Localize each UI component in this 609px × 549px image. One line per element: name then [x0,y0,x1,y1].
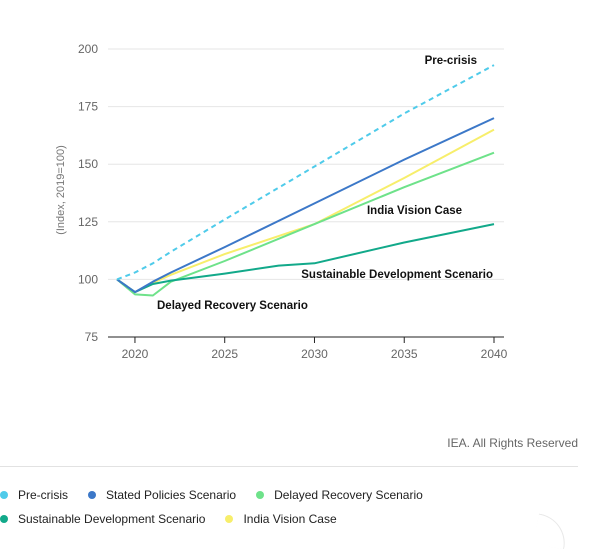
annotation-label: Sustainable Development Scenario [301,269,493,281]
legend-dot [0,491,8,499]
corner-decoration [533,513,570,549]
legend-item[interactable]: India Vision Case [225,512,337,526]
legend-row: Pre-crisis Stated Policies Scenario Delaye… [0,483,560,507]
credit-text: IEA. All Rights Reserved [447,436,578,450]
annotations: Pre-crisis India Vision Case Sustainable D… [157,55,493,312]
series-line-sustainable-development-scenario [116,223,495,294]
x-tick-label: 2040 [481,347,508,361]
y-tick-label: 150 [78,157,98,171]
x-tick-label: 2020 [122,347,149,361]
legend-row: Sustainable Development Scenario India Vi… [0,507,560,531]
legend-item[interactable]: Delayed Recovery Scenario [256,488,423,502]
annotation-label: Pre-crisis [425,55,477,67]
legend-label: India Vision Case [243,512,337,526]
legend-dot [0,515,8,523]
legend-item[interactable]: Pre-crisis [0,488,68,502]
annotation-label: Delayed Recovery Scenario [157,300,308,312]
legend-dot [256,491,265,499]
y-tick-label: 75 [85,330,99,344]
x-tick-label: 2025 [211,347,238,361]
y-tick-label: 200 [78,42,98,56]
series-lines [116,64,495,297]
series-line-pre-crisis [116,64,495,281]
annotation-label: India Vision Case [367,205,462,217]
legend-label: Sustainable Development Scenario [18,512,206,526]
y-tick-label: 100 [78,272,98,286]
gridlines [108,48,504,280]
legend-item[interactable]: Sustainable Development Scenario [0,512,205,526]
y-tick-label: 125 [78,215,98,229]
legend-label: Delayed Recovery Scenario [274,488,423,502]
x-tick-label: 2030 [301,347,328,361]
series-line-stated-policies-scenario [116,117,495,294]
legend-label: Stated Policies Scenario [106,488,237,502]
legend-label: Pre-crisis [18,488,68,502]
x-axis: 2020 2025 2030 2035 2040 [108,336,508,361]
y-axis-label: (Index, 2019=100) [55,145,67,235]
y-tick-label: 175 [78,100,98,114]
legend-dot [88,491,96,499]
legend-item[interactable]: Stated Policies Scenario [88,488,236,502]
legend-dot [225,515,234,523]
x-tick-label: 2035 [391,347,418,361]
legend-divider [0,466,578,467]
legend: Pre-crisis Stated Policies Scenario Delaye… [0,483,560,531]
line-chart: 75 100 125 150 175 200 2020 2025 2030 2035 2040 (… [55,42,508,361]
series-line-delayed-recovery-scenario [116,151,495,297]
y-axis-ticks: 75 100 125 150 175 200 [78,42,98,344]
